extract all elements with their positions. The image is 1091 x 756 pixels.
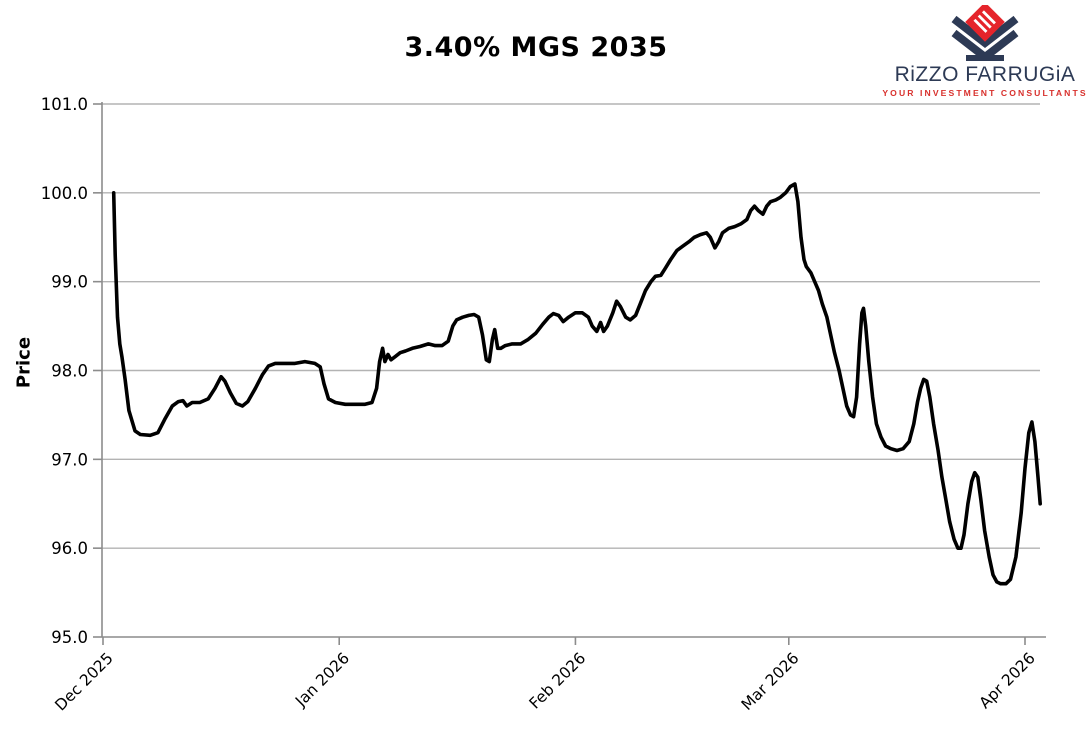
rizzo-farrugia-logo: RiZZO FARRUGiA YOUR INVESTMENT CONSULTAN…: [882, 5, 1086, 98]
x-tick-label: Mar 2026: [738, 649, 803, 714]
price-line: [111, 182, 1042, 586]
x-tick-label: Dec 2025: [52, 649, 117, 714]
logo-base-bar: [966, 55, 1004, 61]
y-tick-label: 100.0: [41, 184, 88, 203]
diamond-icon: [965, 5, 1005, 42]
x-tick-label: Feb 2026: [526, 649, 590, 713]
y-tick-label: 98.0: [51, 362, 88, 381]
logo-name: RiZZO FARRUGiA: [894, 63, 1076, 86]
y-tick-label: 95.0: [51, 628, 88, 647]
y-tick-label: 99.0: [51, 273, 88, 292]
rizzo-farrugia-logo-icon: [951, 5, 1019, 61]
y-axis-title: Price: [13, 336, 35, 389]
y-tick-label: 97.0: [51, 450, 88, 469]
chart-title: 3.40% MGS 2035: [404, 32, 668, 63]
logo-tagline: YOUR INVESTMENT CONSULTANTS: [882, 88, 1088, 98]
y-tick-label: 96.0: [51, 539, 88, 558]
x-tick-label: Apr 2026: [976, 649, 1039, 712]
y-tick-label: 101.0: [41, 95, 88, 114]
x-tick-label: Jan 2026: [291, 649, 353, 711]
